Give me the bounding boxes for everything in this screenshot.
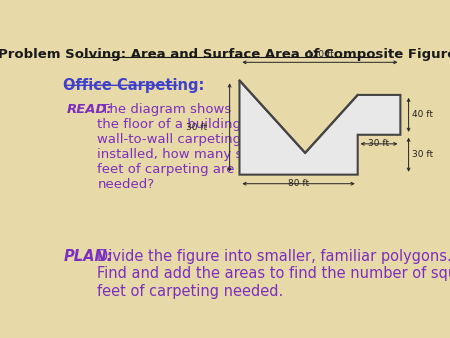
Text: Office Carpeting:: Office Carpeting:: [63, 78, 205, 93]
Text: The diagram shows
the floor of a building. If
wall-to-wall carpeting is
installe: The diagram shows the floor of a buildin…: [97, 103, 281, 191]
Text: 120 ft: 120 ft: [306, 50, 333, 59]
Text: Divide the figure into smaller, familiar polygons.
Find and add the areas to fin: Divide the figure into smaller, familiar…: [97, 249, 450, 298]
Text: Problem Solving: Area and Surface Area of Composite Figures: Problem Solving: Area and Surface Area o…: [0, 48, 450, 62]
Text: 40 ft: 40 ft: [412, 110, 433, 119]
Text: 30 ft: 30 ft: [369, 139, 390, 148]
Text: 80 ft: 80 ft: [288, 179, 309, 188]
Text: READ:: READ:: [67, 103, 112, 116]
Text: 30 ft: 30 ft: [185, 123, 207, 132]
Text: 30 ft: 30 ft: [412, 150, 433, 159]
Text: PLAN:: PLAN:: [63, 249, 113, 264]
Polygon shape: [239, 80, 400, 175]
